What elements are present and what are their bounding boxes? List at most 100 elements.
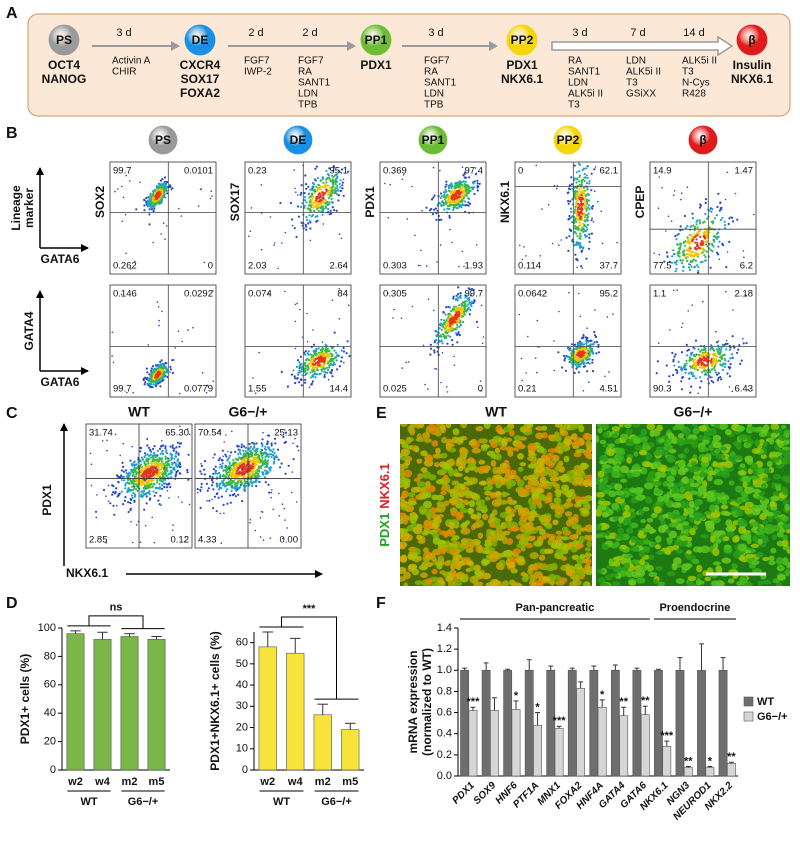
cell-dot (694, 246, 697, 249)
cell-dot (317, 200, 320, 203)
cell-dot (311, 214, 314, 217)
quadrant-value: 0 (208, 261, 213, 272)
cell-dot (131, 541, 134, 544)
cell-dot (305, 218, 308, 221)
cell-dot (567, 191, 570, 194)
cell-dot (307, 350, 310, 353)
cell-dot (451, 203, 454, 206)
cell-dot (228, 480, 231, 483)
cell-dot (521, 258, 524, 261)
cell-dot (573, 244, 576, 247)
cell-dot (677, 365, 681, 369)
cell-dot (425, 206, 428, 209)
panel-letter: A (6, 5, 18, 22)
quadrant-value: 0.114 (518, 261, 541, 272)
cell-dot (156, 449, 159, 452)
cell-dot (683, 249, 686, 252)
cell-dot (160, 504, 162, 507)
cell-dot (721, 368, 725, 371)
cell-dot (728, 368, 731, 370)
cell-dot (315, 373, 319, 376)
cell-dot (330, 198, 333, 201)
cell-dot (300, 384, 303, 387)
cell-dot (255, 442, 258, 445)
cell-dot (315, 179, 318, 182)
cell-dot (589, 339, 592, 342)
cell-dot (414, 234, 416, 237)
cell-dot (325, 189, 328, 192)
cell-dot (240, 446, 243, 449)
cell-dot (697, 252, 700, 255)
cell-dot (296, 302, 298, 305)
cell-dot (718, 258, 721, 261)
cell-dot (261, 438, 264, 441)
marker-label: NKX6.1 (731, 72, 773, 86)
cell-dot (476, 184, 479, 188)
cell-dot (661, 186, 663, 189)
arrow-head (347, 41, 356, 51)
cell-dot (317, 209, 320, 212)
cell-dot (442, 319, 446, 322)
cell-dot (704, 372, 707, 375)
cell-dot (445, 180, 448, 183)
cell-dot (715, 330, 717, 333)
cell-dot (115, 487, 117, 489)
cell-dot (586, 228, 589, 231)
cell-dot (458, 198, 461, 201)
cell-dot (316, 177, 319, 180)
reagent: LDN (568, 78, 588, 89)
stage-circle (283, 125, 313, 155)
cell-dot (229, 501, 232, 504)
cell-dot (582, 189, 585, 193)
cell-dot (447, 334, 450, 337)
cell-dot (249, 480, 252, 483)
cell-dot (240, 443, 243, 446)
cell-dot (458, 185, 461, 188)
cell-dot (273, 242, 276, 244)
cell-dot (150, 450, 153, 453)
cell-dot (429, 347, 433, 350)
cell-dot (710, 379, 713, 382)
cell-dot (126, 391, 128, 394)
cell-dot (452, 208, 455, 211)
cell-dot (316, 219, 319, 222)
duration: 3 d (116, 27, 131, 39)
cell-dot (705, 359, 708, 362)
quadrant-value: 0.0779 (184, 384, 213, 395)
cell-dot (152, 386, 154, 389)
stage-name: β (748, 33, 755, 47)
cell-dot (482, 336, 485, 338)
cell-dot (400, 317, 403, 320)
cell-dot (576, 356, 579, 359)
cell-dot (260, 465, 263, 468)
quadrant-value: 0.262 (113, 261, 137, 272)
cell-dot (574, 212, 578, 215)
cell-dot (117, 481, 120, 484)
cell-dot (573, 177, 576, 180)
cell-dot (279, 466, 282, 469)
cell-dot (273, 460, 276, 463)
cell-dot (425, 265, 428, 267)
cell-dot (451, 319, 454, 322)
cell-dot (304, 350, 307, 353)
cell-dot (678, 251, 681, 254)
cell-dot (133, 499, 136, 502)
cell-dot (315, 357, 318, 360)
cell-dot (713, 349, 716, 352)
cell-dot (130, 488, 133, 492)
cell-dot (317, 360, 320, 363)
cell-dot (729, 363, 732, 366)
cell-dot (685, 368, 688, 371)
cell-dot (454, 194, 458, 197)
cell-dot (710, 210, 713, 213)
cell-dot (163, 176, 167, 179)
quadrant-value: 2.64 (330, 261, 349, 272)
cell-dot (299, 364, 302, 367)
cell-dot (298, 369, 301, 372)
cell-dot (311, 374, 314, 377)
reagent: FGF7 (424, 56, 450, 67)
cell-dot (327, 207, 330, 211)
cell-dot (212, 380, 214, 383)
cell-dot (130, 494, 133, 497)
